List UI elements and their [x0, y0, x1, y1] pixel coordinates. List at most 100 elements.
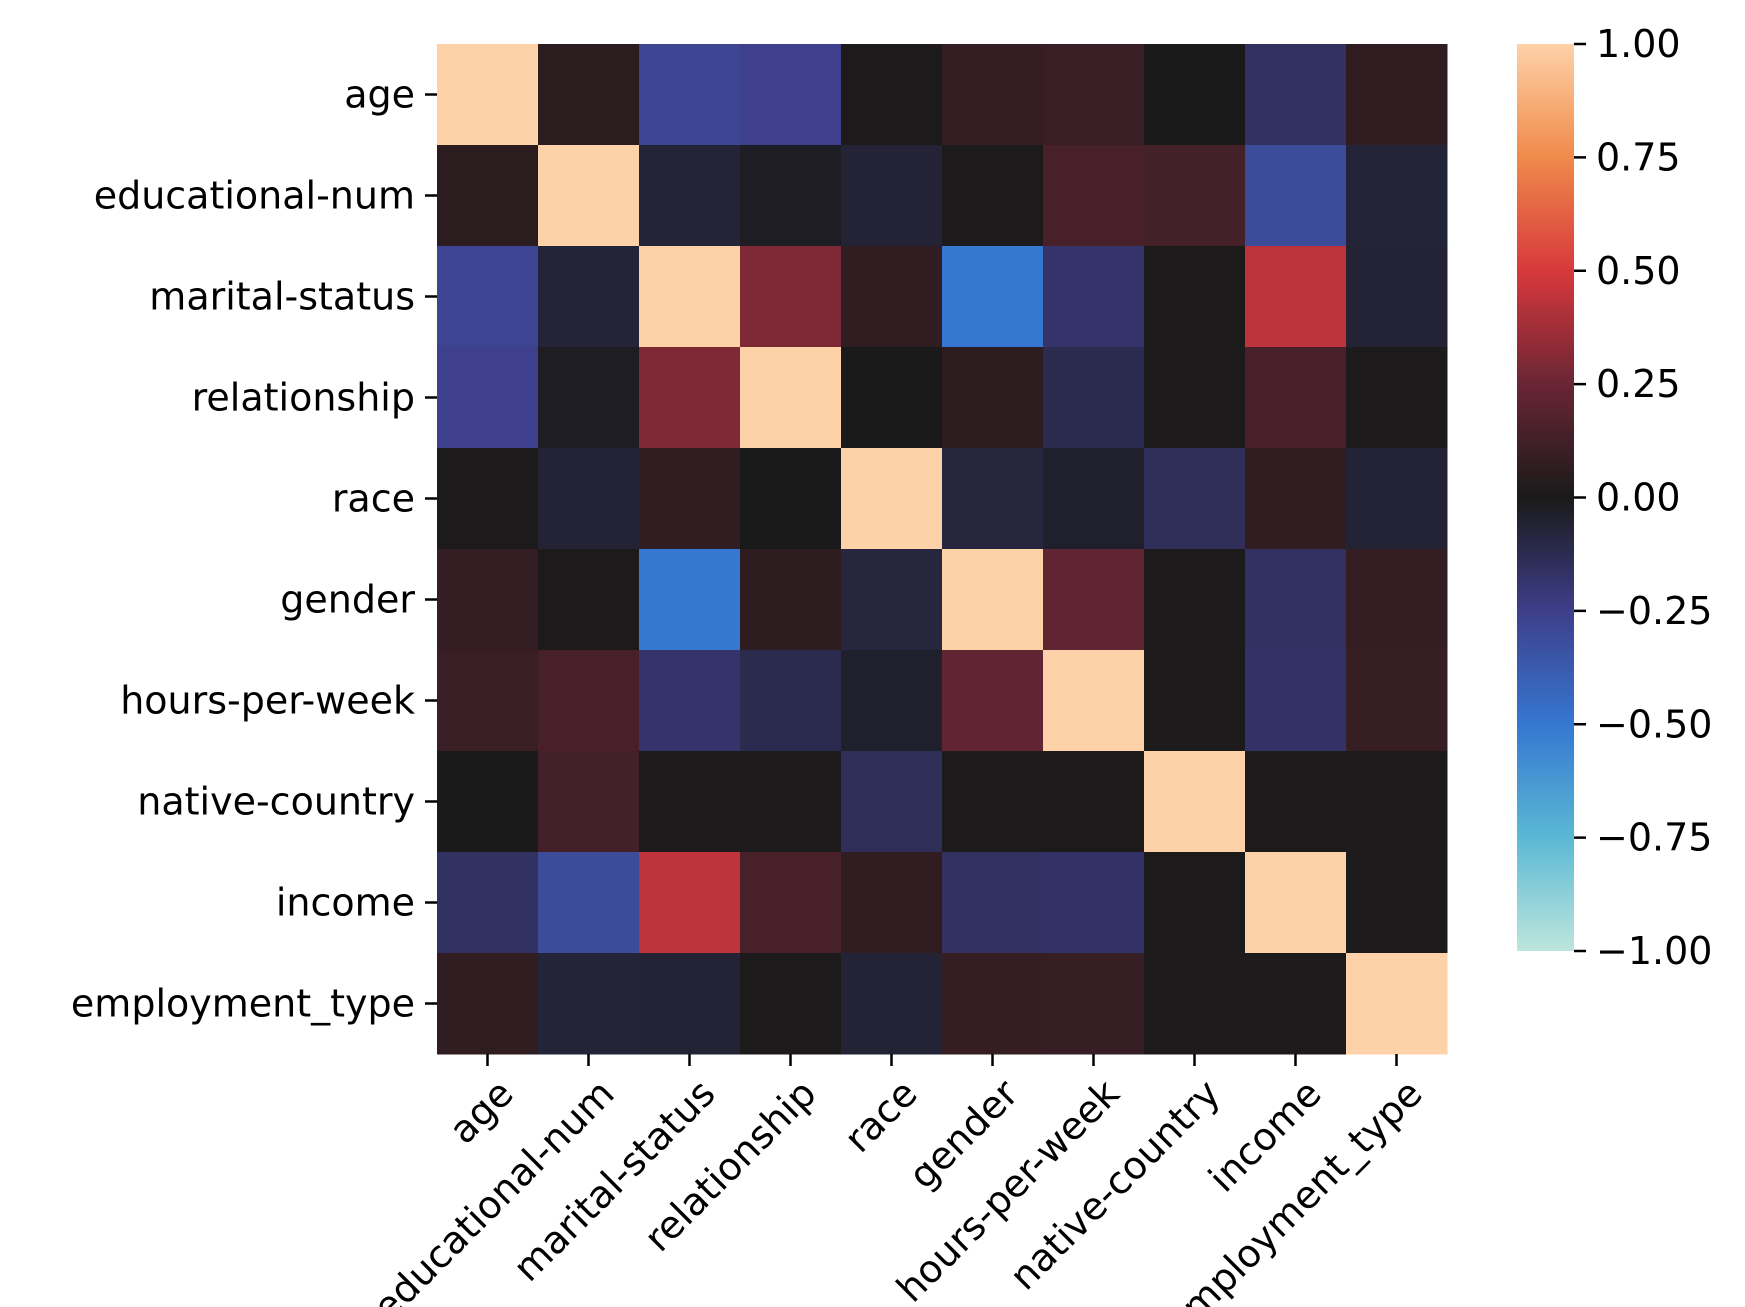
heatmap-cell-relationship-hours-per-week: [1043, 347, 1145, 449]
heatmap-cell-native-country-educational-num: [538, 751, 640, 853]
heatmap-cell-age-income: [1245, 44, 1347, 146]
heatmap-cell-race-hours-per-week: [1043, 448, 1145, 550]
heatmap-cell-marital-status-age: [437, 246, 539, 348]
heatmap-cell-age-native-country: [1144, 44, 1246, 146]
heatmap-cell-relationship-race: [841, 347, 943, 449]
heatmap-cell-native-country-income: [1245, 751, 1347, 853]
heatmap-cell-employment_type-educational-num: [538, 953, 640, 1055]
heatmap-cell-gender-income: [1245, 549, 1347, 651]
y-tick-label: race: [332, 477, 415, 521]
heatmap-cell-relationship-relationship: [740, 347, 842, 449]
y-tick-label: income: [276, 881, 415, 925]
heatmap-cell-hours-per-week-employment_type: [1346, 650, 1448, 752]
heatmap-cell-age-employment_type: [1346, 44, 1448, 146]
heatmap-cell-hours-per-week-hours-per-week: [1043, 650, 1145, 752]
heatmap-cell-race-gender: [942, 448, 1044, 550]
heatmap-cell-employment_type-relationship: [740, 953, 842, 1055]
heatmap-cell-employment_type-race: [841, 953, 943, 1055]
heatmap-cell-marital-status-educational-num: [538, 246, 640, 348]
heatmap-cell-relationship-gender: [942, 347, 1044, 449]
heatmap-cell-income-hours-per-week: [1043, 852, 1145, 954]
heatmap-cell-gender-hours-per-week: [1043, 549, 1145, 651]
heatmap-cell-native-country-gender: [942, 751, 1044, 853]
heatmap-cell-educational-num-native-country: [1144, 145, 1246, 247]
heatmap-cell-age-age: [437, 44, 539, 146]
heatmap-cell-native-country-race: [841, 751, 943, 853]
heatmap-cell-age-educational-num: [538, 44, 640, 146]
y-tick-label: employment_type: [71, 982, 415, 1026]
heatmap-cell-income-marital-status: [639, 852, 741, 954]
heatmap-cell-age-hours-per-week: [1043, 44, 1145, 146]
heatmap-cell-native-country-marital-status: [639, 751, 741, 853]
colorbar-tick-label: −0.75: [1596, 816, 1712, 860]
heatmap-cell-native-country-relationship: [740, 751, 842, 853]
heatmap-cell-native-country-hours-per-week: [1043, 751, 1145, 853]
heatmap-cell-income-educational-num: [538, 852, 640, 954]
y-axis: age educational-num marital-status relation…: [71, 73, 437, 1026]
heatmap-cell-marital-status-relationship: [740, 246, 842, 348]
heatmap-cell-employment_type-employment_type: [1346, 953, 1448, 1055]
colorbar-gradient: [1517, 44, 1574, 951]
heatmap-cell-gender-relationship: [740, 549, 842, 651]
heatmap-cell-educational-num-gender: [942, 145, 1044, 247]
heatmap-cell-relationship-educational-num: [538, 347, 640, 449]
heatmap-cell-race-relationship: [740, 448, 842, 550]
heatmap-cell-hours-per-week-educational-num: [538, 650, 640, 752]
heatmap-cell-hours-per-week-race: [841, 650, 943, 752]
heatmap-cell-hours-per-week-age: [437, 650, 539, 752]
heatmap-cell-native-country-native-country: [1144, 751, 1246, 853]
heatmap-cell-educational-num-marital-status: [639, 145, 741, 247]
heatmap-cell-hours-per-week-gender: [942, 650, 1044, 752]
heatmap-cell-race-employment_type: [1346, 448, 1448, 550]
heatmap-cell-employment_type-native-country: [1144, 953, 1246, 1055]
heatmap-cell-age-race: [841, 44, 943, 146]
y-tick-label: hours-per-week: [120, 679, 415, 723]
heatmap-cell-gender-native-country: [1144, 549, 1246, 651]
heatmap-cell-educational-num-educational-num: [538, 145, 640, 247]
colorbar-tick-label: 0.50: [1596, 249, 1681, 293]
heatmap-cell-marital-status-race: [841, 246, 943, 348]
heatmap-cell-educational-num-race: [841, 145, 943, 247]
colorbar-tick-label: −0.25: [1596, 589, 1712, 633]
heatmap-cell-marital-status-employment_type: [1346, 246, 1448, 348]
colorbar: 1.00 0.75 0.50 0.25 0.00 −0.25 −0.50 −0.75 −1.00: [1517, 22, 1712, 973]
heatmap-cell-hours-per-week-native-country: [1144, 650, 1246, 752]
heatmap-cell-relationship-age: [437, 347, 539, 449]
heatmap-cell-gender-employment_type: [1346, 549, 1448, 651]
heatmap-cell-marital-status-hours-per-week: [1043, 246, 1145, 348]
heatmap-cell-educational-num-relationship: [740, 145, 842, 247]
heatmap-cell-marital-status-gender: [942, 246, 1044, 348]
heatmap-cell-employment_type-marital-status: [639, 953, 741, 1055]
colorbar-tick-label: −1.00: [1596, 929, 1712, 973]
colorbar-tick-label: −0.50: [1596, 702, 1712, 746]
y-tick-label: gender: [280, 578, 415, 622]
heatmap-cell-race-marital-status: [639, 448, 741, 550]
heatmap-cell-relationship-native-country: [1144, 347, 1246, 449]
heatmap-cell-gender-age: [437, 549, 539, 651]
heatmap-cell-income-relationship: [740, 852, 842, 954]
heatmap-cell-relationship-employment_type: [1346, 347, 1448, 449]
heatmap-cell-marital-status-income: [1245, 246, 1347, 348]
x-axis: ageeducational-nummarital-statusrelation…: [364, 1054, 1431, 1307]
y-tick-label: native-country: [137, 780, 415, 824]
heatmap-cell-income-age: [437, 852, 539, 954]
colorbar-tick-label: 1.00: [1596, 22, 1681, 66]
heatmap-cell-educational-num-hours-per-week: [1043, 145, 1145, 247]
y-tick-label: age: [344, 73, 415, 117]
heatmap-cell-gender-marital-status: [639, 549, 741, 651]
y-tick-label: educational-num: [94, 174, 415, 218]
heatmap-cells: [437, 44, 1448, 1055]
heatmap-cell-hours-per-week-income: [1245, 650, 1347, 752]
y-tick-label: relationship: [192, 376, 415, 420]
heatmap-cell-age-gender: [942, 44, 1044, 146]
heatmap-cell-employment_type-age: [437, 953, 539, 1055]
heatmap-cell-educational-num-employment_type: [1346, 145, 1448, 247]
heatmap-cell-race-native-country: [1144, 448, 1246, 550]
heatmap-cell-age-marital-status: [639, 44, 741, 146]
heatmap-cell-race-income: [1245, 448, 1347, 550]
heatmap-cell-educational-num-income: [1245, 145, 1347, 247]
heatmap-cell-race-race: [841, 448, 943, 550]
heatmap-cell-educational-num-age: [437, 145, 539, 247]
heatmap-cell-income-native-country: [1144, 852, 1246, 954]
